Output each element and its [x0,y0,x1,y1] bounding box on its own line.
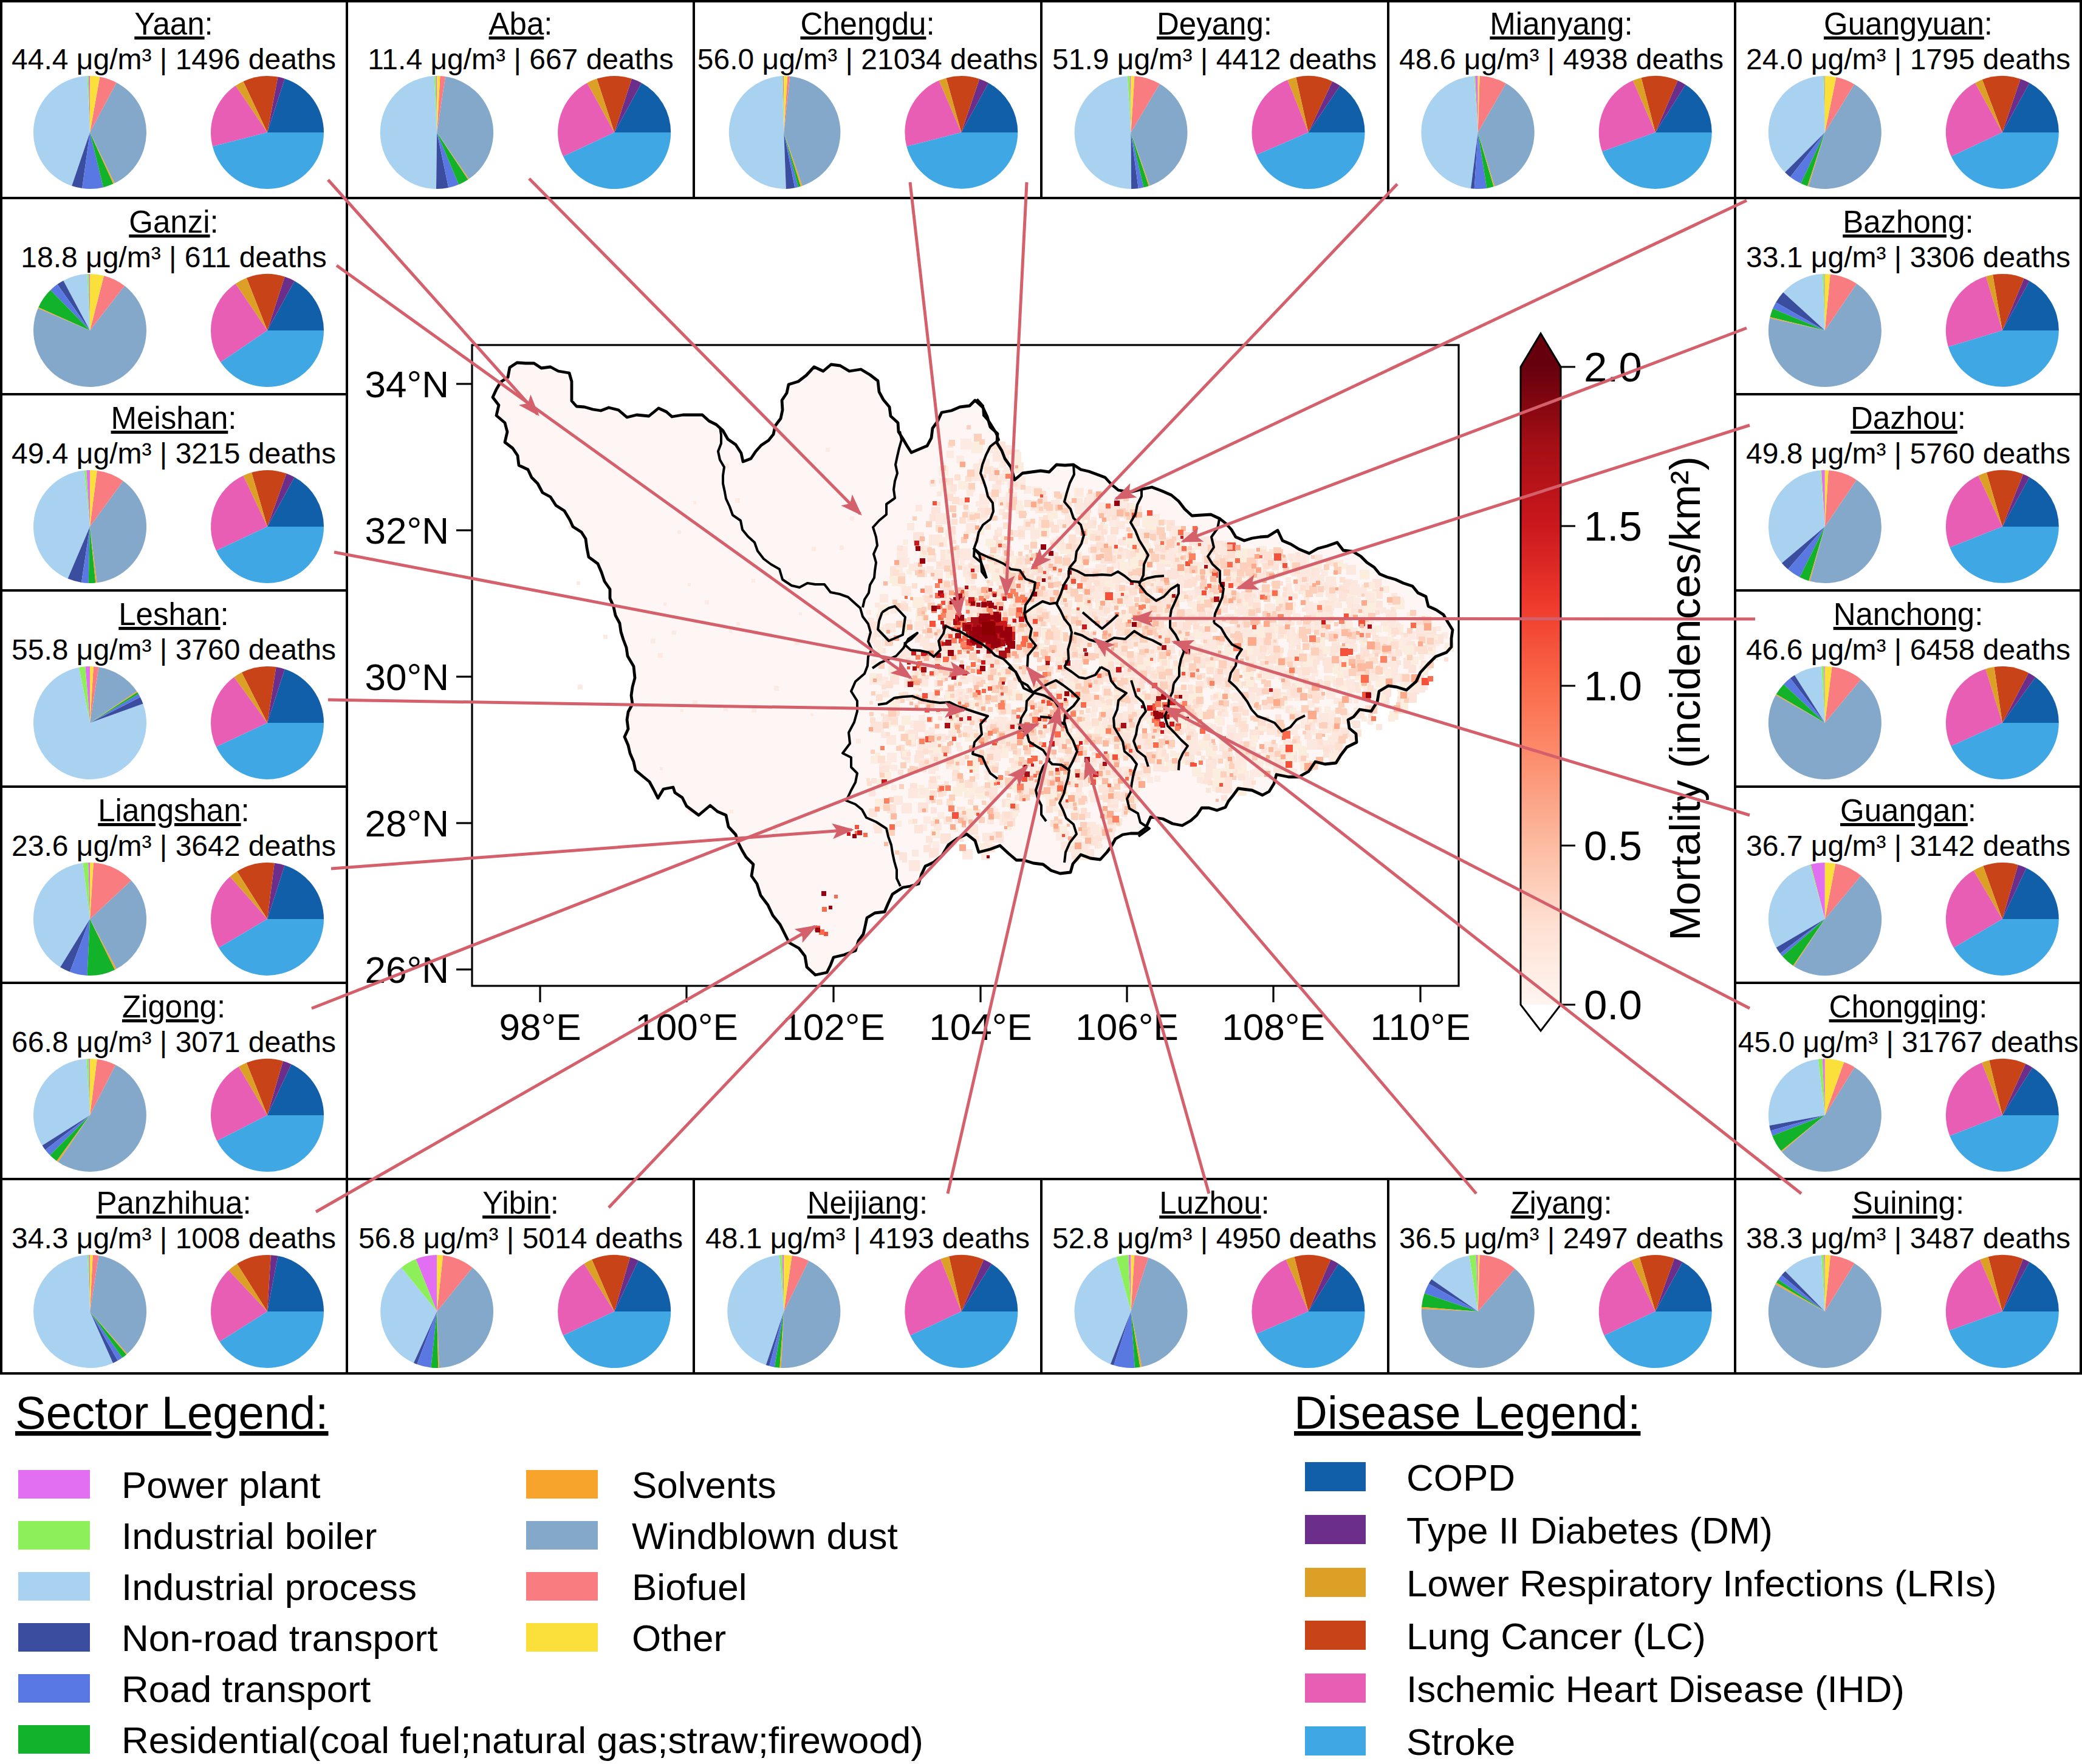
svg-text:34.3 μg/m³ | 1008 deaths: 34.3 μg/m³ | 1008 deaths [12,1222,336,1254]
svg-text:Dazhou:: Dazhou: [1851,401,1966,436]
svg-text:Industrial process: Industrial process [122,1566,417,1608]
svg-text:Road transport: Road transport [122,1668,371,1710]
svg-text:33.1 μg/m³ | 3306 deaths: 33.1 μg/m³ | 3306 deaths [1746,241,2070,273]
svg-text:0.5: 0.5 [1584,822,1642,869]
svg-text:Leshan:: Leshan: [118,597,229,632]
svg-text:Type II Diabetes (DM): Type II Diabetes (DM) [1406,1509,1773,1551]
svg-text:46.6 μg/m³ | 6458 deaths: 46.6 μg/m³ | 6458 deaths [1746,634,2070,666]
svg-text:36.5 μg/m³ | 2497 deaths: 36.5 μg/m³ | 2497 deaths [1399,1222,1724,1254]
svg-text:Lower Respiratory Infections (: Lower Respiratory Infections (LRIs) [1406,1562,1997,1604]
svg-text:Liangshan:: Liangshan: [98,793,250,828]
svg-text:Chongqing:: Chongqing: [1829,990,1988,1024]
svg-text:100°E: 100°E [635,1006,738,1048]
svg-text:Residential(coal fuel;natural: Residential(coal fuel;natural gas;straw;… [122,1719,923,1761]
svg-text:Deyang:: Deyang: [1157,7,1272,41]
svg-text:Luzhou:: Luzhou: [1159,1186,1270,1220]
svg-text:Chengdu:: Chengdu: [800,7,934,41]
svg-text:Ganzi:: Ganzi: [129,205,218,239]
svg-text:Yibin:: Yibin: [482,1186,559,1220]
svg-text:48.1 μg/m³ | 4193 deaths: 48.1 μg/m³ | 4193 deaths [705,1222,1030,1254]
svg-text:56.0 μg/m³ | 21034 deaths: 56.0 μg/m³ | 21034 deaths [697,43,1038,75]
svg-text:24.0 μg/m³ | 1795 deaths: 24.0 μg/m³ | 1795 deaths [1746,43,2070,75]
svg-text:Panzhihua:: Panzhihua: [96,1186,251,1220]
svg-text:Disease Legend:: Disease Legend: [1294,1387,1640,1438]
svg-text:49.4 μg/m³ | 3215 deaths: 49.4 μg/m³ | 3215 deaths [12,437,336,470]
svg-text:COPD: COPD [1406,1457,1515,1499]
svg-text:30°N: 30°N [365,656,449,698]
svg-text:Neijiang:: Neijiang: [807,1186,928,1220]
svg-text:Windblown dust: Windblown dust [632,1515,898,1557]
svg-text:56.8 μg/m³ | 5014 deaths: 56.8 μg/m³ | 5014 deaths [358,1222,683,1254]
svg-text:11.4 μg/m³ | 667 deaths: 11.4 μg/m³ | 667 deaths [368,43,674,75]
svg-text:Biofuel: Biofuel [632,1566,747,1608]
svg-text:Stroke: Stroke [1406,1721,1515,1763]
svg-text:Meishan:: Meishan: [111,401,237,436]
svg-text:110°E: 110°E [1371,1006,1471,1048]
svg-text:Aba:: Aba: [489,7,553,41]
svg-text:Guangan:: Guangan: [1840,793,1976,828]
svg-text:1.5: 1.5 [1584,503,1642,550]
svg-text:Ziyang:: Ziyang: [1510,1186,1612,1220]
svg-text:Sector Legend:: Sector Legend: [15,1387,329,1438]
svg-text:36.7 μg/m³ | 3142 deaths: 36.7 μg/m³ | 3142 deaths [1746,830,2070,862]
svg-text:Lung Cancer (LC): Lung Cancer (LC) [1406,1615,1706,1657]
svg-text:Suining:: Suining: [1852,1186,1964,1220]
svg-text:23.6 μg/m³ | 3642 deaths: 23.6 μg/m³ | 3642 deaths [12,830,336,862]
svg-text:Ischemic Heart Disease (IHD): Ischemic Heart Disease (IHD) [1406,1668,1905,1710]
svg-text:Mortality (incidences/km²): Mortality (incidences/km²) [1662,456,1709,940]
svg-text:55.8 μg/m³ | 3760 deaths: 55.8 μg/m³ | 3760 deaths [12,634,336,666]
svg-text:18.8 μg/m³ | 611 deaths: 18.8 μg/m³ | 611 deaths [21,241,327,273]
svg-text:44.4 μg/m³ | 1496 deaths: 44.4 μg/m³ | 1496 deaths [12,43,336,75]
svg-text:Other: Other [632,1617,726,1659]
svg-text:1.0: 1.0 [1584,663,1642,709]
svg-text:Guangyuan:: Guangyuan: [1824,7,1993,41]
svg-text:Industrial boiler: Industrial boiler [122,1515,377,1557]
svg-text:Power plant: Power plant [122,1464,320,1506]
svg-text:Non-road transport: Non-road transport [122,1617,437,1659]
svg-text:Mianyang:: Mianyang: [1490,7,1632,41]
svg-text:45.0 μg/m³ | 31767 deaths: 45.0 μg/m³ | 31767 deaths [1738,1026,2078,1058]
svg-text:Solvents: Solvents [632,1464,776,1506]
svg-text:52.8 μg/m³ | 4950 deaths: 52.8 μg/m³ | 4950 deaths [1052,1222,1377,1254]
svg-text:48.6 μg/m³ | 4938 deaths: 48.6 μg/m³ | 4938 deaths [1399,43,1724,75]
svg-text:108°E: 108°E [1222,1006,1325,1048]
svg-text:28°N: 28°N [365,802,449,844]
svg-text:51.9 μg/m³ | 4412 deaths: 51.9 μg/m³ | 4412 deaths [1052,43,1377,75]
svg-text:66.8 μg/m³ | 3071 deaths: 66.8 μg/m³ | 3071 deaths [12,1026,336,1058]
svg-text:34°N: 34°N [365,363,449,405]
svg-text:Bazhong:: Bazhong: [1843,205,1974,239]
svg-text:2.0: 2.0 [1584,344,1642,391]
svg-text:98°E: 98°E [499,1006,581,1048]
svg-text:Zigong:: Zigong: [122,990,225,1024]
svg-text:Yaan:: Yaan: [134,7,213,41]
svg-text:104°E: 104°E [929,1006,1032,1048]
svg-text:Nanchong:: Nanchong: [1834,597,1984,632]
svg-text:32°N: 32°N [365,510,449,552]
svg-text:0.0: 0.0 [1584,982,1642,1028]
svg-text:102°E: 102°E [782,1006,885,1048]
svg-text:38.3 μg/m³ | 3487 deaths: 38.3 μg/m³ | 3487 deaths [1746,1222,2070,1254]
svg-text:49.8 μg/m³ | 5760 deaths: 49.8 μg/m³ | 5760 deaths [1746,437,2070,470]
